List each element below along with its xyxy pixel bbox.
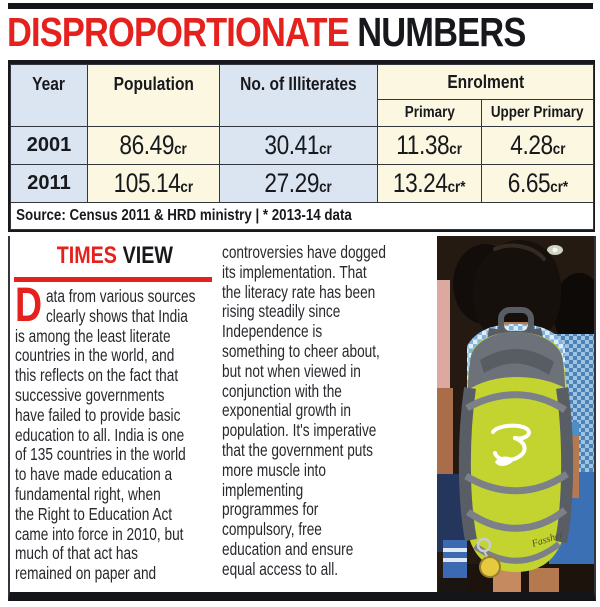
column-header-enrolment: Enrolment bbox=[376, 64, 595, 100]
cell-primary-2011: 13.24cr* bbox=[377, 164, 482, 203]
column-header-population: Population bbox=[87, 64, 220, 127]
cell-upper-primary-2011: 6.65cr* bbox=[480, 164, 595, 203]
cell-year-2011: 2011 bbox=[10, 164, 88, 203]
times-view-title-black: VIEW bbox=[122, 242, 174, 269]
times-view-title: TIMES VIEW bbox=[12, 242, 218, 270]
schoolchild-backpack-illustration: Fassher bbox=[437, 236, 600, 592]
page-title: DISPROPORTIONATE NUMBERS bbox=[7, 9, 526, 56]
enrolment-data-table: Year Population No. of Illiterates Enrol… bbox=[9, 64, 595, 230]
column-header-year: Year bbox=[10, 64, 88, 127]
column-header-illiterates: No. of Illiterates bbox=[219, 64, 378, 127]
headline-red-word: DISPROPORTIONATE bbox=[7, 9, 350, 55]
times-view-red-rule bbox=[14, 277, 212, 282]
backpack-logo bbox=[491, 423, 531, 462]
column-header-upper-primary: Upper Primary bbox=[480, 99, 595, 127]
cell-upper-primary-2001: 4.28cr bbox=[480, 126, 595, 165]
cell-primary-2001: 11.38cr bbox=[377, 126, 482, 165]
children-photo: Fassher bbox=[437, 236, 600, 592]
source-note: Source: Census 2011 & HRD ministry | * 2… bbox=[9, 202, 595, 230]
table-row: 2011 105.14cr 27.29cr 13.24cr* 6.65cr* bbox=[10, 164, 595, 203]
top-rule-bar bbox=[8, 3, 593, 9]
editorial-column-2: controversies have dogged its implementa… bbox=[222, 242, 386, 579]
times-view-title-red: TIMES bbox=[56, 242, 118, 269]
statistics-table: Year Population No. of Illiterates Enrol… bbox=[8, 60, 595, 232]
cell-population-2001: 86.49cr bbox=[87, 126, 220, 165]
table-row: 2001 86.49cr 30.41cr 11.38cr 4.28cr bbox=[10, 126, 595, 165]
headline-black-word: NUMBERS bbox=[357, 9, 526, 55]
cell-illiterates-2011: 27.29cr bbox=[219, 164, 378, 203]
cell-population-2011: 105.14cr bbox=[87, 164, 220, 203]
drop-cap: D bbox=[15, 279, 43, 332]
cell-year-2001: 2001 bbox=[10, 126, 88, 165]
cell-illiterates-2001: 30.41cr bbox=[219, 126, 378, 165]
column-header-primary: Primary bbox=[377, 99, 482, 127]
